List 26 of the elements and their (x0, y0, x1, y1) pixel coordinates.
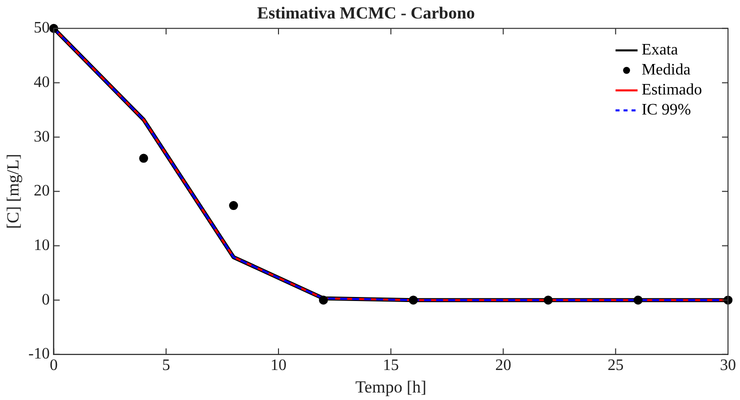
point (408, 296, 418, 305)
y-tick-label: 20 (34, 182, 50, 200)
x-axis-title: Tempo [h] (355, 377, 426, 396)
x-tick-label: 25 (608, 357, 624, 374)
point (318, 296, 328, 305)
legend-label: Exata (642, 42, 678, 59)
point (634, 296, 643, 305)
x-tick-label: 20 (495, 357, 512, 374)
legend-label: IC 99% (642, 102, 691, 119)
y-tick-label: 0 (42, 291, 50, 308)
x-tick-label: 15 (382, 357, 399, 374)
point (229, 201, 238, 210)
y-axis-title: [C] [mg/L] (4, 154, 23, 229)
point (544, 296, 553, 305)
y-tick-label: 40 (34, 74, 50, 91)
y-tick-label: 50 (34, 20, 50, 37)
x-tick-label: 10 (270, 357, 286, 374)
point (139, 154, 148, 163)
legend-label: Medida (642, 62, 690, 79)
y-tick-label: 30 (34, 128, 50, 146)
x-tick-label: 30 (720, 357, 736, 374)
legend-label: Estimado (642, 82, 702, 99)
y-tick-label: 10 (34, 236, 50, 254)
x-tick-label: 5 (162, 357, 170, 374)
y-tick-label: -10 (28, 346, 50, 363)
chart-title: Estimativa MCMC - Carbono (257, 4, 475, 23)
